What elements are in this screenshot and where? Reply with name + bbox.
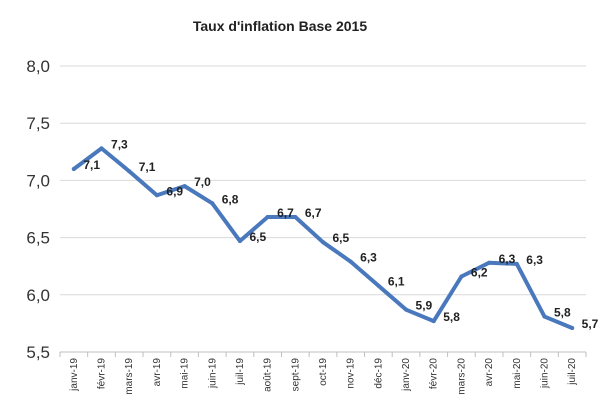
x-tick-label: févr-20 — [429, 358, 440, 390]
x-tick-label: juil-19 — [235, 358, 246, 386]
x-tick-label: janv-20 — [401, 358, 412, 392]
data-label: 6,7 — [277, 206, 294, 220]
x-tick-label: janv-19 — [69, 358, 80, 392]
y-tick-label: 6,0 — [26, 286, 50, 305]
x-tick-label: nov-19 — [346, 358, 357, 389]
data-label: 7,1 — [139, 160, 156, 174]
x-tick-label: juil-20 — [567, 358, 578, 386]
data-label: 6,3 — [360, 251, 377, 265]
x-tick-label: oct-19 — [318, 358, 329, 386]
y-tick-label: 6,5 — [26, 229, 50, 248]
y-tick-label: 7,5 — [26, 114, 50, 133]
x-tick-label: mai-20 — [512, 358, 523, 389]
x-tick-label: juin-20 — [539, 358, 550, 389]
data-point — [293, 215, 298, 220]
data-label: 7,3 — [111, 137, 128, 151]
data-label: 5,8 — [443, 310, 460, 324]
data-label: 6,2 — [471, 265, 488, 279]
data-label: 6,3 — [499, 252, 516, 266]
data-label: 5,8 — [554, 306, 571, 320]
x-tick-label: août-19 — [263, 358, 274, 392]
data-label: 6,5 — [249, 230, 266, 244]
data-point — [99, 146, 104, 151]
data-label: 7,0 — [194, 175, 211, 189]
x-tick-label: mai-19 — [180, 358, 191, 389]
data-point — [127, 169, 132, 174]
data-point — [71, 166, 76, 171]
data-label: 5,7 — [582, 317, 599, 331]
data-point — [154, 193, 159, 198]
x-tick-label: avr-20 — [484, 358, 495, 387]
x-tick-label: juin-19 — [207, 358, 218, 389]
data-point — [210, 201, 215, 206]
y-tick-label: 8,0 — [26, 57, 50, 76]
data-point — [514, 261, 519, 266]
data-point — [321, 240, 325, 245]
data-point — [237, 239, 242, 244]
data-label: 5,9 — [416, 299, 433, 313]
x-tick-label: avr-19 — [152, 358, 163, 387]
x-tick-label: sept-19 — [290, 358, 301, 392]
data-point — [459, 274, 464, 279]
data-label: 6,3 — [526, 253, 543, 267]
data-point — [376, 283, 381, 288]
data-point — [487, 260, 492, 265]
x-tick-label: déc-19 — [373, 358, 384, 389]
data-point — [542, 314, 547, 319]
data-label: 6,8 — [222, 192, 239, 206]
data-label: 6,7 — [305, 206, 322, 220]
data-label: 7,1 — [83, 158, 100, 172]
data-label: 6,9 — [166, 184, 183, 198]
data-point — [182, 184, 187, 189]
chart-title: Taux d'inflation Base 2015 — [192, 18, 368, 34]
x-tick-label: mars-19 — [124, 358, 135, 395]
y-tick-label: 7,0 — [26, 171, 50, 190]
y-tick-label: 5,5 — [26, 343, 50, 362]
data-point — [265, 215, 270, 220]
data-point — [348, 259, 353, 264]
series-line — [71, 146, 575, 330]
x-tick-label: févr-19 — [97, 358, 108, 390]
data-point — [404, 307, 409, 312]
data-label: 6,1 — [388, 275, 405, 289]
x-tick-label: mars-20 — [456, 358, 467, 395]
data-point — [570, 325, 575, 330]
data-point — [431, 319, 436, 324]
data-label: 6,5 — [332, 231, 349, 245]
